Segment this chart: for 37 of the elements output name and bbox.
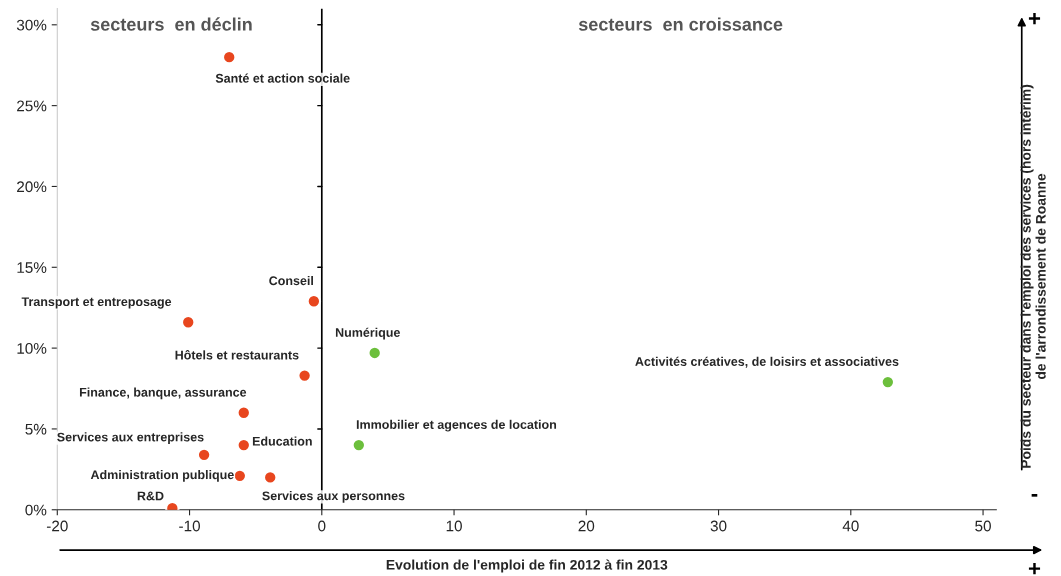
annotation: Services aux personnes <box>262 491 405 503</box>
x-tick-label: -20 <box>46 520 68 532</box>
y-tick-label: 5% <box>25 423 47 435</box>
x-tick-label: 40 <box>842 520 859 532</box>
annotation: Immobilier et agences de location <box>356 419 557 432</box>
annotation: Education <box>252 436 312 446</box>
x-axis-title: Evolution de l'emploi de fin 2012 à fin 2013 <box>386 559 668 573</box>
annotation: Hôtels et restaurants <box>175 350 299 360</box>
x-tick-label: 10 <box>446 520 462 532</box>
x-tick-label: 20 <box>578 520 595 532</box>
text: + <box>1028 562 1041 575</box>
annotation: Finance, banque, assurance <box>79 387 247 400</box>
y-tick-label: 30% <box>16 19 47 31</box>
point <box>297 368 312 383</box>
x-tick-label: -10 <box>179 520 200 532</box>
annotation: Numérique <box>335 327 400 340</box>
y-tick-label: 10% <box>17 342 47 354</box>
annotation: Santé et action sociale <box>215 73 350 83</box>
annotation: Activités créatives, de loisirs et associatives <box>635 356 899 368</box>
y-tick-label: 0% <box>25 504 47 516</box>
point <box>367 345 382 361</box>
text: + <box>1028 12 1041 25</box>
x-tick-label: 50 <box>975 520 991 532</box>
annotation: R&D <box>137 491 164 501</box>
y-tick-label: 25% <box>17 100 47 112</box>
y-tick-label: 20% <box>17 181 47 193</box>
annotation: secteurs en croissance <box>578 17 783 31</box>
text: - <box>1031 494 1038 497</box>
annotation: Services aux entreprises <box>57 432 204 444</box>
annotation: Conseil <box>269 275 313 286</box>
x-tick-label: 0 <box>318 520 326 532</box>
annotation: Transport et entreposage <box>21 297 172 309</box>
annotation: Administration publique <box>90 469 234 482</box>
y-axis-title: Poids du secteur dans l'emploi des services (hors intérim) de l'arrondissement de Roanne <box>1020 84 1046 468</box>
x-tick-label: 30 <box>710 520 727 532</box>
annotation: secteurs en déclin <box>90 17 252 31</box>
y-tick-label: 15% <box>17 262 47 273</box>
